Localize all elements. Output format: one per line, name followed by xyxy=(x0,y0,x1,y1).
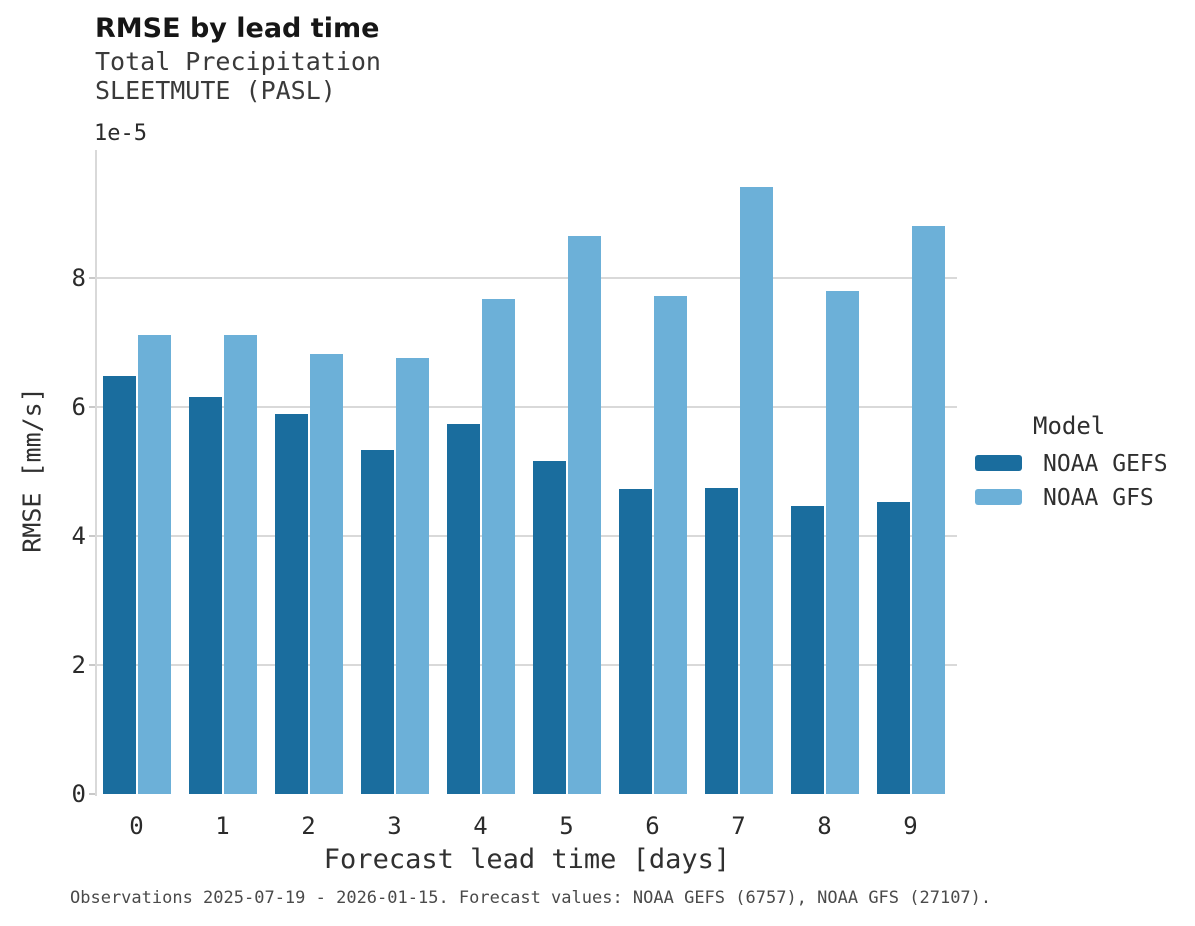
x-tick-label-1: 1 xyxy=(215,812,230,840)
bar-noaa-gfs-1 xyxy=(223,335,257,794)
x-tick-label-8: 8 xyxy=(817,812,832,840)
bar-noaa-gfs-4 xyxy=(481,299,515,794)
gridline-y-4 xyxy=(97,534,957,537)
y-tick-mark-6 xyxy=(89,405,95,408)
bar-noaa-gefs-4 xyxy=(446,424,480,794)
bar-noaa-gfs-6 xyxy=(653,296,687,794)
y-axis-offset-label: 1e-5 xyxy=(94,121,147,146)
y-tick-label-0: 0 xyxy=(71,780,86,808)
bar-noaa-gfs-5 xyxy=(567,236,601,794)
y-tick-mark-4 xyxy=(89,534,95,537)
x-tick-label-0: 0 xyxy=(129,812,144,840)
legend-title: Model xyxy=(1033,412,1106,440)
legend-label-noaa-gfs: NOAA GFS xyxy=(1043,485,1154,511)
x-tick-label-6: 6 xyxy=(645,812,660,840)
bar-noaa-gefs-9 xyxy=(876,502,910,794)
y-axis-line xyxy=(95,150,97,796)
page-title: RMSE by lead time xyxy=(95,13,380,44)
x-tick-label-5: 5 xyxy=(559,812,574,840)
x-tick-label-9: 9 xyxy=(903,812,918,840)
legend-swatch-noaa-gfs xyxy=(975,489,1022,505)
x-axis-label: Forecast lead time [days] xyxy=(323,844,731,875)
y-tick-mark-2 xyxy=(89,663,95,666)
legend-swatch-noaa-gefs xyxy=(975,455,1022,471)
subtitle-station: SLEETMUTE (PASL) xyxy=(95,76,336,105)
bar-noaa-gfs-9 xyxy=(911,226,945,794)
bar-noaa-gefs-6 xyxy=(618,489,652,794)
bar-noaa-gefs-0 xyxy=(102,376,136,794)
subtitle-variable: Total Precipitation xyxy=(95,47,381,76)
plot-area xyxy=(97,150,957,794)
legend-label-noaa-gefs: NOAA GEFS xyxy=(1043,451,1168,477)
gridline-y-2 xyxy=(97,663,957,666)
x-tick-label-7: 7 xyxy=(731,812,746,840)
gridline-y-8 xyxy=(97,276,957,279)
bar-noaa-gefs-7 xyxy=(704,488,738,794)
y-tick-mark-8 xyxy=(89,276,95,279)
bar-noaa-gefs-8 xyxy=(790,506,824,794)
bar-noaa-gfs-2 xyxy=(309,354,343,794)
x-tick-label-2: 2 xyxy=(301,812,316,840)
bar-noaa-gfs-3 xyxy=(395,358,429,794)
y-tick-label-4: 4 xyxy=(71,521,86,550)
bar-noaa-gefs-3 xyxy=(360,450,394,794)
y-tick-mark-0 xyxy=(89,793,95,795)
x-tick-label-3: 3 xyxy=(387,812,402,840)
bar-noaa-gefs-5 xyxy=(532,461,566,794)
x-tick-label-4: 4 xyxy=(473,812,488,840)
bar-noaa-gfs-0 xyxy=(137,335,171,794)
bar-noaa-gefs-2 xyxy=(274,414,308,794)
bar-noaa-gfs-7 xyxy=(739,187,773,794)
y-tick-label-2: 2 xyxy=(71,650,86,679)
bar-noaa-gfs-8 xyxy=(825,291,859,794)
gridline-y-6 xyxy=(97,405,957,408)
figure-caption: Observations 2025-07-19 - 2026-01-15. Fo… xyxy=(70,888,992,908)
y-tick-label-8: 8 xyxy=(71,263,86,292)
bar-noaa-gefs-1 xyxy=(188,397,222,794)
y-tick-label-6: 6 xyxy=(71,392,86,421)
